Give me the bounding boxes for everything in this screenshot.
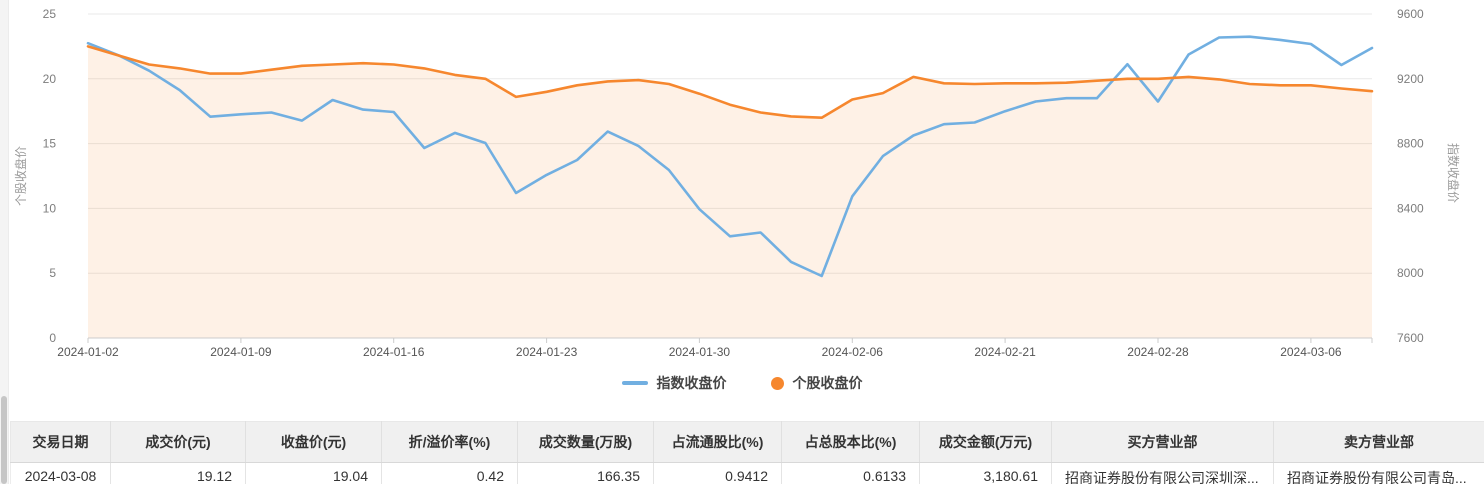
left-axis-tick-label: 25	[43, 7, 57, 21]
right-axis-tick-label: 8800	[1397, 137, 1424, 151]
x-axis-tick-label: 2024-01-09	[210, 345, 272, 359]
x-axis-tick-label: 2024-01-30	[669, 345, 731, 359]
left-axis-name: 个股收盘价	[13, 146, 28, 206]
table-cell: 0.9412	[653, 462, 782, 484]
chart-legend: 指数收盘价 个股收盘价	[0, 370, 1484, 396]
legend-label: 指数收盘价	[656, 375, 727, 391]
table-cell: 166.35	[517, 462, 654, 484]
table-cell: 2024-03-08	[10, 462, 111, 484]
table-cell: 招商证券股份有限公司深圳深...	[1051, 462, 1274, 484]
index-close-line-series[interactable]	[86, 35, 1374, 278]
right-axis-tick-label: 9600	[1397, 7, 1424, 21]
left-axis-tick-label: 20	[43, 72, 57, 86]
x-axis-tick-label: 2024-02-28	[1127, 345, 1189, 359]
table-cell: 3,180.61	[919, 462, 1052, 484]
left-axis-tick-label: 0	[49, 331, 56, 345]
table-row[interactable]: 2024-03-08 19.12 19.04 0.42 166.35 0.9412 0.61…	[10, 462, 1484, 484]
table-header-cell: 卖方营业部	[1273, 421, 1484, 463]
x-axis-tick-label: 2024-03-06	[1280, 345, 1342, 359]
x-axis-tick-label: 2024-01-16	[363, 345, 425, 359]
vertical-scrollbar-thumb[interactable]	[1, 396, 7, 484]
legend-item-stock-close[interactable]: 个股收盘价	[770, 373, 863, 393]
left-axis-tick-label: 15	[43, 137, 57, 151]
table-header-cell: 成交价(元)	[110, 421, 246, 463]
legend-item-index-close[interactable]: 指数收盘价	[621, 373, 727, 393]
table-header-cell: 占总股本比(%)	[781, 421, 920, 463]
table-header-cell: 收盘价(元)	[245, 421, 382, 463]
table-header-cell: 占流通股比(%)	[653, 421, 782, 463]
table-cell: 招商证券股份有限公司青岛...	[1273, 462, 1484, 484]
dual-axis-price-chart[interactable]: 0 5 10 15 20 25 7600 8000 8400 8800 9200 9600 2024-0…	[0, 0, 1484, 362]
right-axis-tick-label: 8000	[1397, 266, 1424, 280]
x-axis-tick-label: 2024-02-21	[974, 345, 1036, 359]
right-axis-tick-label: 9200	[1397, 72, 1424, 86]
trade-table: 交易日期 成交价(元) 收盘价(元) 折/溢价率(%) 成交数量(万股) 占流通股比(%)…	[10, 421, 1484, 484]
table-header-cell: 折/溢价率(%)	[381, 421, 518, 463]
table-cell: 0.42	[381, 462, 518, 484]
left-axis-tick-label: 10	[43, 201, 57, 215]
legend-label: 个股收盘价	[792, 375, 863, 391]
table-header-row: 交易日期 成交价(元) 收盘价(元) 折/溢价率(%) 成交数量(万股) 占流通股比(%)…	[10, 421, 1484, 463]
table-header-cell: 成交金额(万元)	[919, 421, 1052, 463]
right-axis-tick-label: 8400	[1397, 201, 1424, 215]
right-axis-name: 指数收盘价	[1446, 143, 1461, 203]
right-axis-tick-label: 7600	[1397, 331, 1424, 345]
table-header-cell: 买方营业部	[1051, 421, 1274, 463]
table-cell: 0.6133	[781, 462, 920, 484]
vertical-scrollbar[interactable]	[0, 0, 9, 484]
legend-dot-marker	[770, 376, 784, 390]
left-axis-tick-label: 5	[49, 266, 56, 280]
table-cell: 19.12	[110, 462, 246, 484]
x-axis-tick-label: 2024-01-23	[516, 345, 578, 359]
legend-line-marker	[621, 381, 648, 385]
table-header-cell: 交易日期	[10, 421, 111, 463]
x-axis-tick-label: 2024-01-02	[57, 345, 119, 359]
block-trade-table: 交易日期 成交价(元) 收盘价(元) 折/溢价率(%) 成交数量(万股) 占流通股比(%)…	[10, 421, 1484, 484]
chart-canvas[interactable]: 0 5 10 15 20 25 7600 8000 8400 8800 9200 9600 2024-0…	[0, 0, 1484, 362]
table-header-cell: 成交数量(万股)	[517, 421, 654, 463]
table-cell: 19.04	[245, 462, 382, 484]
stock-area-fill	[88, 46, 1372, 339]
x-axis-tick-label: 2024-02-06	[822, 345, 884, 359]
stock-close-line-series[interactable]	[86, 45, 1374, 119]
